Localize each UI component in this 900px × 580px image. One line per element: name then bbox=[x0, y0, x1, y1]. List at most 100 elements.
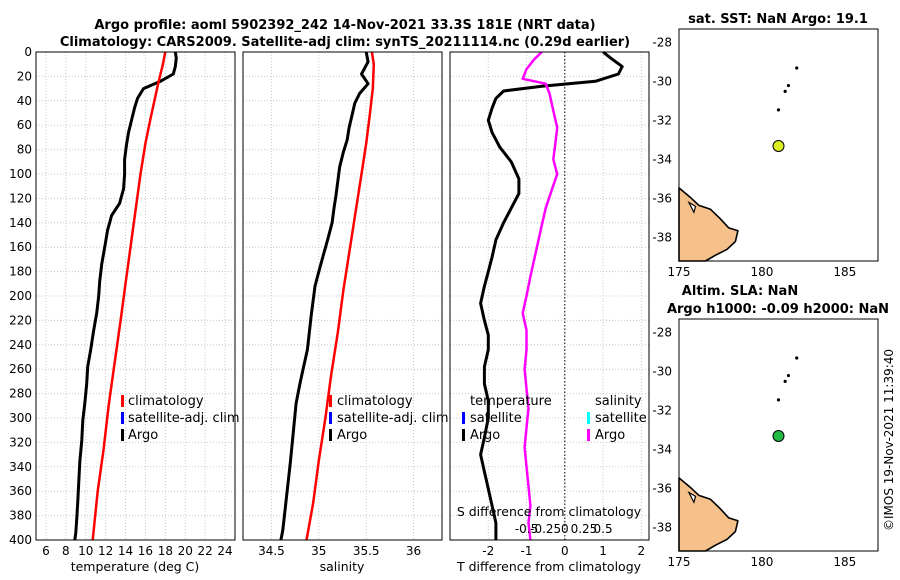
longitude-tick-label: 185 bbox=[833, 265, 856, 279]
latitude-tick-label: -28 bbox=[652, 36, 672, 50]
legend-t-satellite-label: satellite bbox=[470, 411, 522, 426]
latitude-tick-label: -30 bbox=[652, 75, 672, 89]
series-line-salinity bbox=[521, 51, 559, 541]
x-tick-label: 18 bbox=[158, 544, 173, 558]
temperature-panel: 0 20 40 60 80 100 120 140 160 180 200 220 240 260 280 3… bbox=[9, 45, 240, 574]
legend-argo-swatch bbox=[329, 429, 332, 441]
depth-tick-label: 80 bbox=[17, 143, 32, 157]
salinity-plot bbox=[279, 51, 376, 541]
depth-tick-label: 300 bbox=[9, 411, 32, 425]
temperature-axis-label: temperature (deg C) bbox=[71, 559, 200, 574]
sst-map-frame bbox=[678, 28, 879, 262]
sst-map-title: sat. SST: NaN Argo: 19.1 bbox=[688, 12, 868, 27]
salinity-panel: 34.5 35 35.5 36 salinity climatology satell… bbox=[242, 51, 449, 574]
salinity-legend: climatology satellite-adj. clim Argo bbox=[329, 394, 449, 443]
temperature-legend: climatology satellite-adj. clim Argo bbox=[121, 394, 240, 443]
x-tick-label: 16 bbox=[138, 544, 153, 558]
legend-argo-label: Argo bbox=[128, 428, 158, 443]
salinity-grid bbox=[243, 51, 442, 541]
x-tick-label: -2 bbox=[482, 544, 494, 558]
longitude-tick-label: 175 bbox=[668, 265, 691, 279]
coastline-island bbox=[687, 490, 697, 504]
imos-timestamp: ©IMOS 19-Nov-2021 11:39:40 bbox=[882, 349, 896, 531]
sla-map-islands bbox=[776, 356, 799, 402]
s-difference-tick-labels: -0.5-0.25 0 0.250.5 bbox=[515, 522, 613, 536]
series-line-climatology bbox=[305, 51, 376, 541]
main-title-line1: Argo profile: aoml 5902392_242 14-Nov-20… bbox=[94, 18, 595, 33]
x-tick-label: 0 bbox=[561, 544, 569, 558]
x-tick-label: 1 bbox=[599, 544, 607, 558]
depth-tick-label: 40 bbox=[17, 94, 32, 108]
depth-tick-label: 140 bbox=[9, 216, 32, 230]
sst-map-islands bbox=[776, 66, 799, 112]
latitude-tick-label: -38 bbox=[652, 231, 672, 245]
latitude-tick-label: -38 bbox=[652, 521, 672, 535]
difference-panel: -2 -1 0 1 2 -0.5-0.25 0 0.250.5 S difference f… bbox=[449, 50, 650, 574]
latitude-tick-label: -28 bbox=[652, 326, 672, 340]
sla-map-land bbox=[678, 477, 739, 552]
legend-t-argo-label: Argo bbox=[470, 428, 500, 443]
latitude-tick-label: -32 bbox=[652, 114, 672, 128]
x-tick-label: 10 bbox=[78, 544, 93, 558]
temperature-plot bbox=[73, 51, 178, 541]
legend-argo-swatch bbox=[121, 429, 124, 441]
legend-climatology-label: climatology bbox=[337, 394, 413, 409]
s-tick-label: 0.25 bbox=[571, 522, 598, 536]
legend-climatology-swatch bbox=[329, 395, 332, 407]
coastline-land bbox=[678, 477, 739, 552]
profile-location-marker bbox=[772, 429, 785, 442]
profile-location-marker bbox=[772, 139, 785, 152]
legend-satellite-adj-label: satellite-adj. clim bbox=[128, 411, 240, 426]
legend-temperature-title: temperature bbox=[470, 394, 552, 409]
latitude-tick-label: -36 bbox=[652, 192, 672, 206]
x-tick-label: 20 bbox=[178, 544, 193, 558]
depth-tick-label: 380 bbox=[9, 509, 32, 523]
depth-tick-label: 400 bbox=[9, 533, 32, 547]
coastline-island bbox=[687, 200, 697, 214]
s-tick-label: 0.5 bbox=[594, 522, 613, 536]
island-dot bbox=[795, 66, 799, 70]
x-tick-label: 34.5 bbox=[258, 544, 285, 558]
x-tick-label: -1 bbox=[521, 544, 533, 558]
sst-map-latitude-labels: -28 -30 -32 -34 -36 -38 bbox=[652, 36, 672, 245]
series-line-argo bbox=[73, 51, 178, 541]
island-dot bbox=[795, 356, 799, 360]
depth-tick-label: 320 bbox=[9, 435, 32, 449]
island-dot bbox=[776, 398, 781, 402]
temperature-grid bbox=[36, 51, 235, 541]
salinity-tick-labels: 34.5 35 35.5 36 bbox=[258, 544, 421, 558]
salinity-axis-label: salinity bbox=[320, 559, 365, 574]
series-line-climatology bbox=[91, 51, 167, 541]
t-difference-tick-labels: -2 -1 0 1 2 bbox=[482, 544, 645, 558]
s-tick-label: -0.25 bbox=[530, 522, 561, 536]
difference-legend: temperature satellite Argo salinity sate… bbox=[462, 394, 647, 443]
sla-map-title-line2: Argo h1000: -0.09 h2000: NaN bbox=[667, 302, 889, 317]
x-tick-label: 36 bbox=[406, 544, 421, 558]
x-tick-label: 2 bbox=[638, 544, 646, 558]
difference-grid bbox=[450, 51, 649, 541]
legend-s-satellite-label: satellite bbox=[595, 411, 647, 426]
depth-tick-label: 160 bbox=[9, 240, 32, 254]
legend-satellite-adj-label: satellite-adj. clim bbox=[337, 411, 449, 426]
longitude-tick-label: 185 bbox=[833, 555, 856, 569]
t-difference-axis-label: T difference from climatology bbox=[456, 559, 642, 574]
depth-tick-label: 0 bbox=[24, 45, 32, 59]
difference-plot bbox=[479, 50, 624, 541]
legend-s-argo-label: Argo bbox=[595, 428, 625, 443]
x-tick-label: 8 bbox=[62, 544, 70, 558]
legend-s-satellite-swatch bbox=[587, 412, 590, 424]
depth-tick-label: 360 bbox=[9, 484, 32, 498]
depth-tick-label: 200 bbox=[9, 289, 32, 303]
depth-tick-label: 240 bbox=[9, 338, 32, 352]
x-tick-label: 35 bbox=[311, 544, 326, 558]
longitude-tick-label: 175 bbox=[668, 555, 691, 569]
x-tick-label: 6 bbox=[42, 544, 50, 558]
depth-tick-label: 60 bbox=[17, 118, 32, 132]
x-tick-label: 22 bbox=[198, 544, 213, 558]
sst-map-panel: sat. SST: NaN Argo: 19.1 175 180 185 -28 -3… bbox=[652, 12, 879, 279]
s-tick-label: -0.5 bbox=[515, 522, 538, 536]
legend-t-satellite-swatch bbox=[462, 412, 465, 424]
depth-tick-label: 100 bbox=[9, 167, 32, 181]
s-difference-axis-label: S difference from climatology bbox=[457, 504, 642, 519]
